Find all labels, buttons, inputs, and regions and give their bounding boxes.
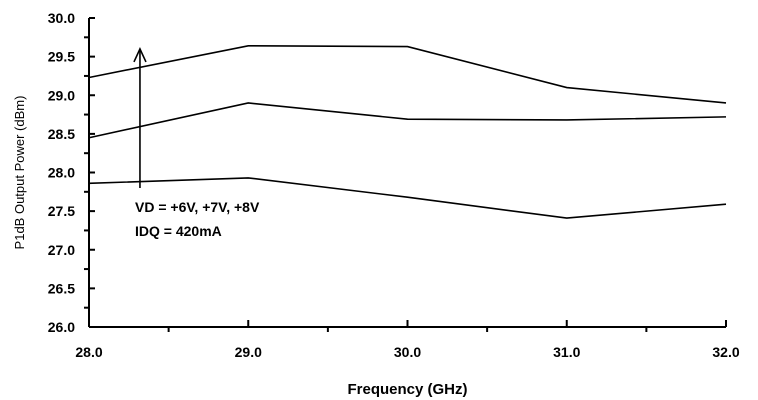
y-tick-label: 29.5 [48,49,75,65]
annotation-arrow-head [133,46,147,63]
series-line-2 [88,102,727,139]
series-line-1 [88,45,727,104]
y-tick-label: 29.0 [48,87,75,103]
y-tick-label: 30.0 [48,10,75,26]
series-line-3 [88,177,727,219]
y-tick-label: 28.0 [48,165,75,181]
annotation-voltage-text: VD = +6V, +7V, +8V [135,199,260,215]
x-tick-label: 28.0 [75,344,102,360]
y-tick-label: 27.5 [48,203,75,219]
y-tick-label: 26.0 [48,319,75,335]
x-tick-label: 32.0 [712,344,739,360]
annotation-group: VD = +6V, +7V, +8V IDQ = 420mA [133,46,260,239]
x-axis-title: Frequency (GHz) [347,381,467,398]
y-axis-title: P1dB Output Power (dBm) [12,96,27,250]
tick-labels-group: 26.0 26.5 27.0 27.5 28.0 28.5 29.0 29.5 30.0 28.0… [48,10,740,360]
annotation-current-text: IDQ = 420mA [135,223,222,239]
x-tick-label: 31.0 [553,344,580,360]
y-tick-label: 27.0 [48,242,75,258]
y-tick-label: 26.5 [48,280,75,296]
ticks-group [84,17,727,332]
x-tick-label: 30.0 [394,344,421,360]
axes-group [88,18,726,328]
plot-series-group [88,45,727,219]
y-tick-label: 28.5 [48,126,75,142]
x-tick-label: 29.0 [235,344,262,360]
